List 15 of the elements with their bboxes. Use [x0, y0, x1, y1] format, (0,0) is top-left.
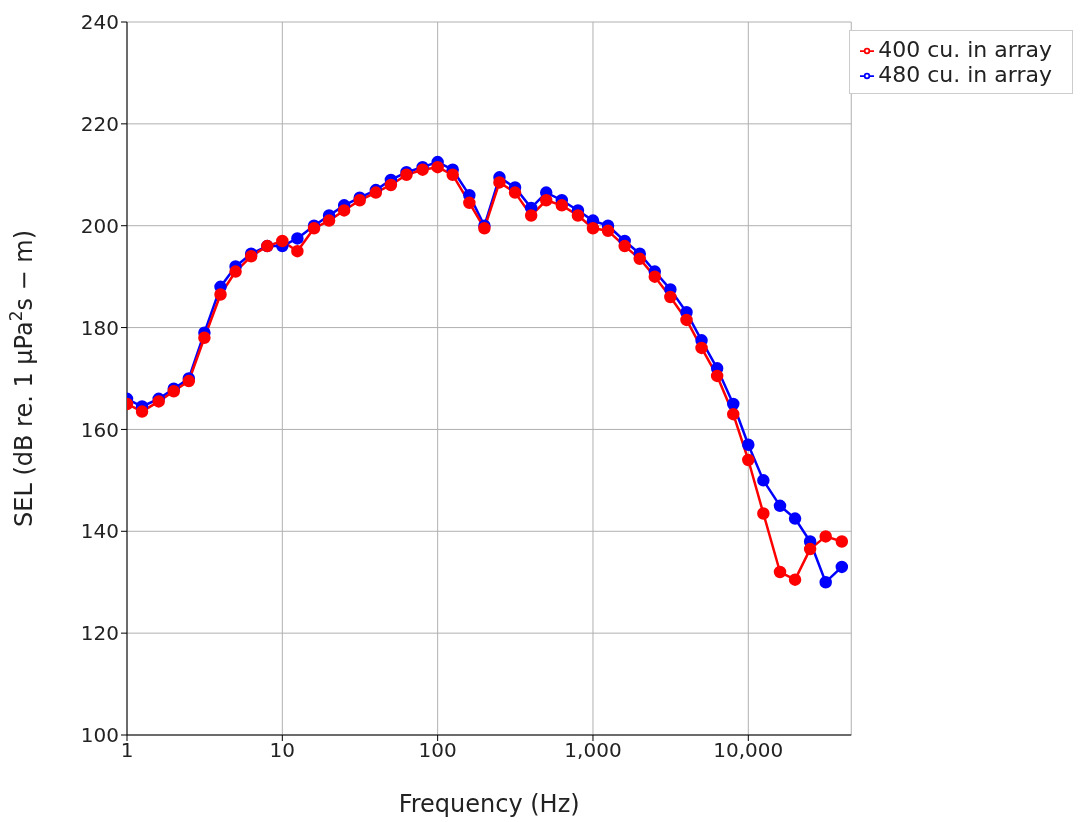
y-tick-label: 120: [80, 621, 119, 646]
y-tick-label: 200: [80, 213, 119, 238]
x-tick-label: 1,000: [564, 738, 622, 763]
x-tick-label: 1: [120, 738, 134, 763]
y-tick-label: 140: [80, 519, 119, 544]
y-tick-label: 220: [80, 111, 119, 136]
x-axis-title: Frequency (Hz): [398, 790, 580, 818]
x-tick-label: 100: [418, 738, 457, 763]
x-tick-label: 10: [269, 738, 296, 763]
y-tick-label: 160: [80, 417, 119, 442]
legend-label: 400 cu. in array: [878, 37, 1052, 62]
y-tick-label: 240: [80, 10, 119, 35]
legend-label: 480 cu. in array: [878, 62, 1052, 87]
x-tick-label: 10,000: [713, 738, 784, 763]
y-tick-label: 180: [80, 315, 119, 340]
